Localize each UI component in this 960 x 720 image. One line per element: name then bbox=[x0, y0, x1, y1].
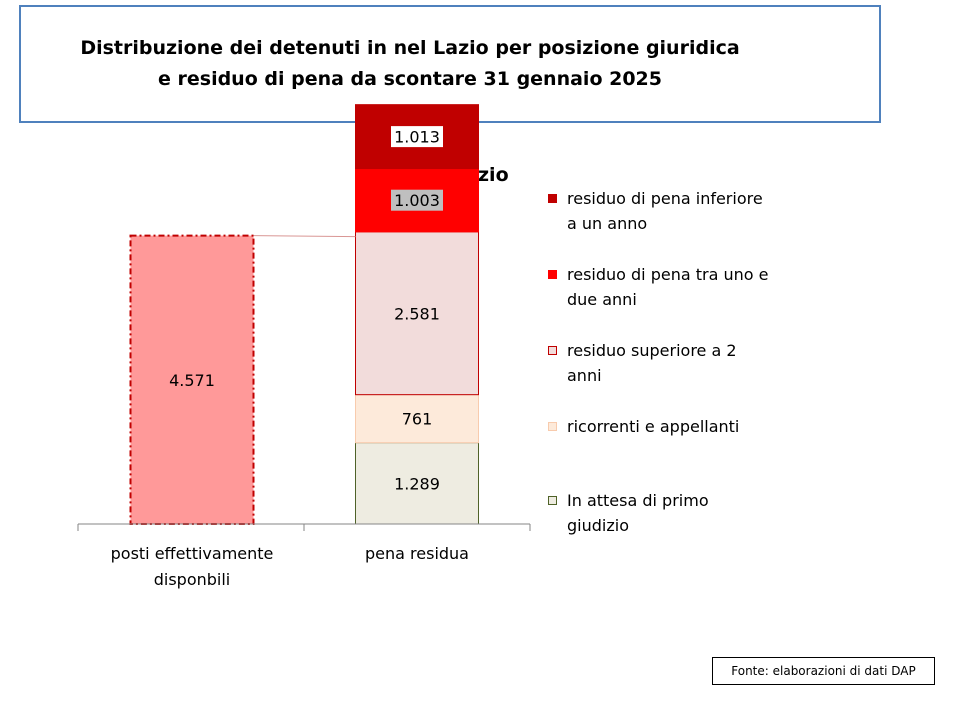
legend-swatch bbox=[548, 422, 557, 431]
legend-swatch bbox=[548, 194, 557, 203]
x-tick-label: disponbili bbox=[154, 570, 231, 589]
series-connector-line bbox=[253, 235, 356, 238]
legend-swatch bbox=[548, 270, 557, 279]
bar-segment-2 bbox=[355, 442, 479, 525]
legend-item: residuo di pena tra uno e due anni bbox=[548, 262, 798, 312]
legend-label-line: residuo di pena inferiore bbox=[567, 189, 763, 208]
legend-label-line: residuo di pena tra uno e bbox=[567, 265, 769, 284]
legend-label: ricorrenti e appellanti bbox=[548, 414, 798, 439]
legend-label: residuo superiore a 2 anni bbox=[548, 338, 798, 388]
page-title-line-2: e residuo di pena da scontare 31 gennaio… bbox=[158, 68, 662, 90]
data-label-background bbox=[391, 126, 443, 148]
data-label: 1.289 bbox=[394, 474, 440, 493]
legend-item: In attesa di primo giudizio bbox=[548, 488, 798, 538]
data-label-background bbox=[391, 189, 443, 211]
source-text: Fonte: elaborazioni di dati DAP bbox=[731, 664, 916, 678]
legend-label: residuo di pena inferiore a un anno bbox=[548, 186, 798, 236]
legend-label-line: a un anno bbox=[567, 214, 648, 233]
page-title-line-1: Distribuzione dei detenuti in nel Lazio … bbox=[80, 37, 740, 59]
legend-label-line: residuo superiore a 2 bbox=[567, 341, 737, 360]
legend-item: residuo di pena inferiore a un anno bbox=[548, 186, 798, 236]
data-label: 1.003 bbox=[394, 191, 440, 210]
legend-swatch bbox=[548, 346, 557, 355]
legend-label: residuo di pena tra uno e due anni bbox=[548, 262, 798, 312]
legend-swatch bbox=[548, 496, 557, 505]
legend-item: ricorrenti e appellanti bbox=[548, 414, 798, 439]
data-label: 761 bbox=[402, 410, 433, 429]
legend-label-line: anni bbox=[567, 366, 602, 385]
legend-label: In attesa di primo giudizio bbox=[548, 488, 798, 538]
bar-segment-3 bbox=[355, 394, 479, 444]
legend-label-line: In attesa di primo bbox=[567, 491, 709, 510]
x-tick-label: pena residua bbox=[365, 544, 469, 563]
legend-label-line: due anni bbox=[567, 290, 637, 309]
data-label: 1.013 bbox=[394, 128, 440, 147]
source-note: Fonte: elaborazioni di dati DAP bbox=[712, 657, 935, 685]
legend-label-line: giudizio bbox=[567, 516, 629, 535]
x-tick-label: posti effettivamente bbox=[111, 544, 274, 563]
data-label: 4.571 bbox=[169, 371, 215, 390]
data-label: 2.581 bbox=[394, 304, 440, 323]
legend-label-line: ricorrenti e appellanti bbox=[567, 417, 740, 436]
legend-item: residuo superiore a 2 anni bbox=[548, 338, 798, 388]
